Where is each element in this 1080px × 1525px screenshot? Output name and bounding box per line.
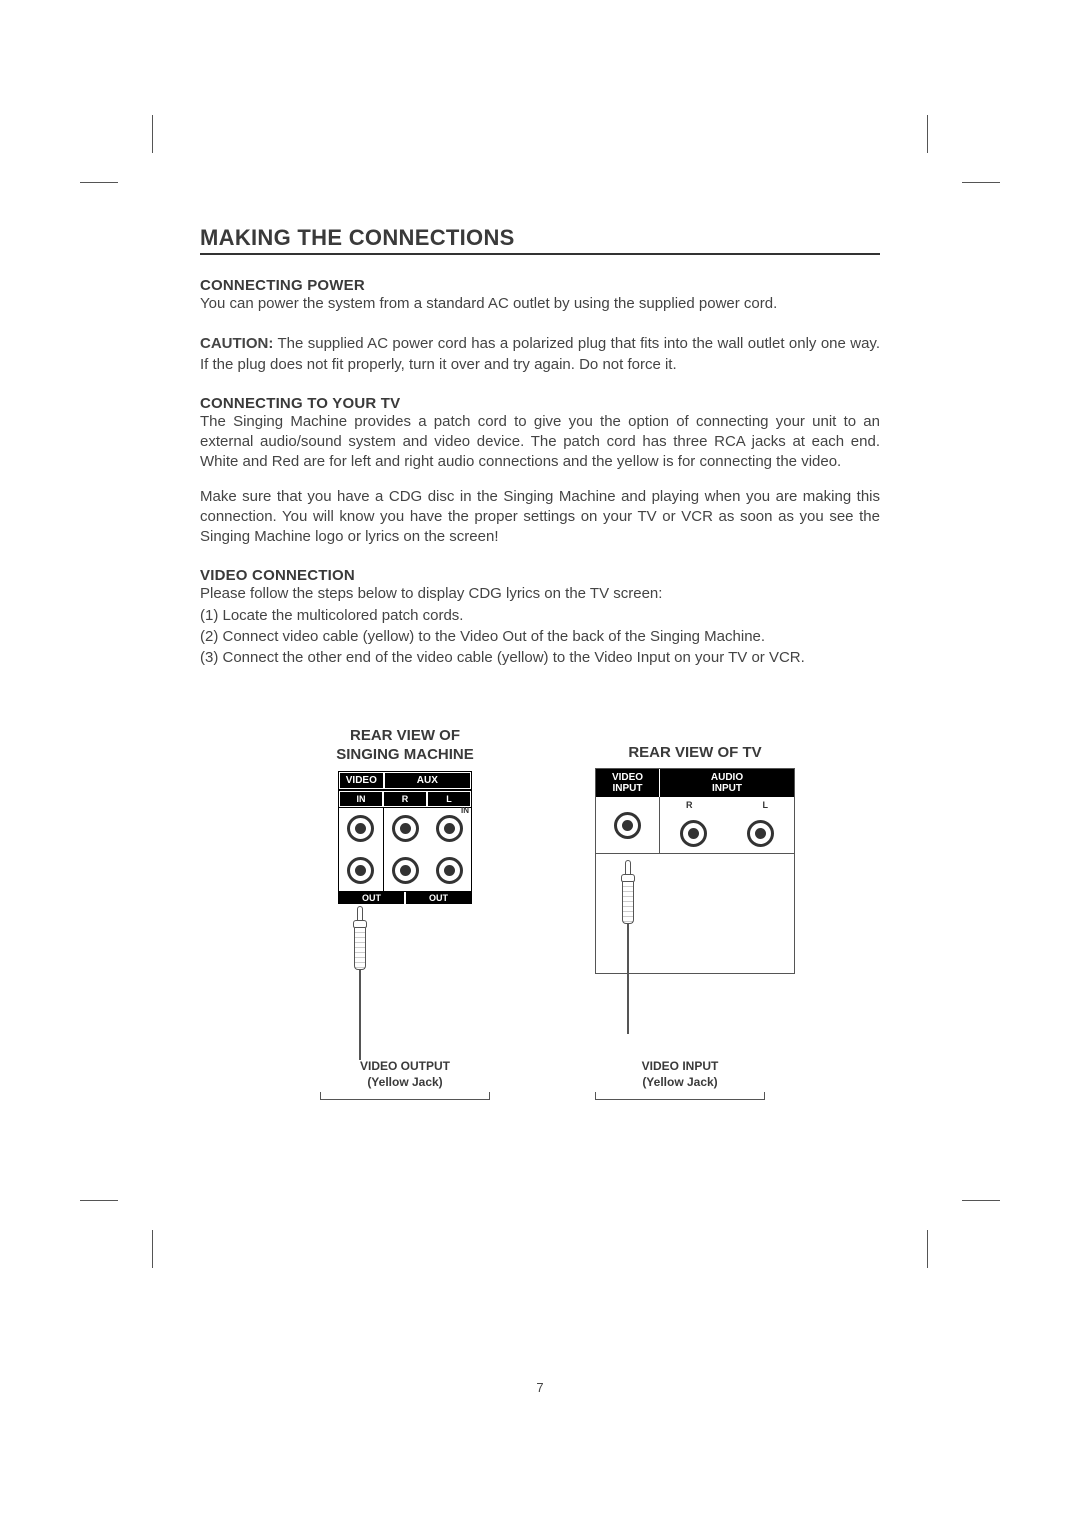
rca-plug-icon xyxy=(352,906,368,1060)
sm-caption-group: VIDEO OUTPUT (Yellow Jack) xyxy=(320,1058,490,1100)
sm-aux-label: AUX xyxy=(384,772,471,789)
sm-panel: VIDEO AUX IN R L IN xyxy=(338,771,472,904)
sm-caption: VIDEO OUTPUT (Yellow Jack) xyxy=(320,1058,490,1090)
crop-mark xyxy=(152,1230,153,1268)
sm-out-r: OUT xyxy=(406,892,471,904)
tv-caption: VIDEO INPUT (Yellow Jack) xyxy=(595,1058,765,1090)
sm-header-row: VIDEO AUX xyxy=(338,771,472,790)
sm-sub-row: IN R L xyxy=(338,790,472,808)
crop-mark xyxy=(962,1200,1000,1201)
connecting-tv-block: CONNECTING TO YOUR TV The Singing Machin… xyxy=(200,395,880,548)
tv-panel: VIDEO INPUT AUDIO INPUT R L xyxy=(595,768,795,974)
rca-jack-icon xyxy=(747,820,774,847)
content-column: MAKING THE CONNECTIONS CONNECTING POWER … xyxy=(200,225,880,1146)
page-number: 7 xyxy=(200,1380,880,1395)
sm-out-bar: OUT OUT xyxy=(338,892,472,904)
section-title: MAKING THE CONNECTIONS xyxy=(200,225,880,255)
video-connection-intro: Please follow the steps below to display… xyxy=(200,584,880,604)
sm-in-small: IN xyxy=(461,806,469,815)
video-connection-heading: VIDEO CONNECTION xyxy=(200,567,880,584)
sm-title: REAR VIEW OF SINGING MACHINE xyxy=(260,726,550,765)
caution-block: CAUTION: The supplied AC power cord has … xyxy=(200,334,880,375)
crop-mark xyxy=(80,1200,118,1201)
caution-body: The supplied AC power cord has a polariz… xyxy=(200,335,880,372)
tv-jacks: R L xyxy=(596,797,794,853)
sm-out-l: OUT xyxy=(339,892,406,904)
caution-label: CAUTION: xyxy=(200,335,273,352)
step-3: (3) Connect the other end of the video c… xyxy=(200,647,880,668)
rca-jack-icon xyxy=(614,812,641,839)
crop-mark xyxy=(927,115,928,153)
rca-plug-icon xyxy=(620,860,636,1034)
tv-r-label: R xyxy=(686,800,693,810)
crop-mark xyxy=(80,182,118,183)
video-connection-block: VIDEO CONNECTION Please follow the steps… xyxy=(200,567,880,667)
sm-r-label: R xyxy=(383,791,427,807)
tv-caption-group: VIDEO INPUT (Yellow Jack) xyxy=(595,1058,765,1100)
tv-video-input-label: VIDEO INPUT xyxy=(596,769,660,797)
crop-mark xyxy=(962,182,1000,183)
connecting-power-body: You can power the system from a standard… xyxy=(200,294,880,314)
rca-jack-icon xyxy=(347,815,374,842)
sm-jack-row-top: IN xyxy=(338,808,472,850)
rca-jack-icon xyxy=(392,857,419,884)
rca-jack-icon xyxy=(680,820,707,847)
connecting-power-heading: CONNECTING POWER xyxy=(200,277,880,294)
tv-head: VIDEO INPUT AUDIO INPUT xyxy=(596,769,794,797)
rca-jack-icon xyxy=(392,815,419,842)
connecting-tv-body1: The Singing Machine provides a patch cor… xyxy=(200,412,880,473)
step-1: (1) Locate the multicolored patch cords. xyxy=(200,605,880,626)
caution-text: CAUTION: The supplied AC power cord has … xyxy=(200,334,880,375)
manual-page: MAKING THE CONNECTIONS CONNECTING POWER … xyxy=(0,0,1080,1525)
connecting-tv-body2: Make sure that you have a CDG disc in th… xyxy=(200,487,880,548)
singing-machine-diagram: REAR VIEW OF SINGING MACHINE VIDEO AUX I… xyxy=(260,726,550,904)
sm-in-label: IN xyxy=(339,791,383,807)
tv-title: REAR VIEW OF TV xyxy=(550,743,840,763)
sm-video-label: VIDEO xyxy=(339,772,384,789)
rca-jack-icon xyxy=(436,857,463,884)
rca-jack-icon xyxy=(347,857,374,884)
rca-jack-icon xyxy=(436,815,463,842)
crop-mark xyxy=(927,1230,928,1268)
diagrams-area: REAR VIEW OF SINGING MACHINE VIDEO AUX I… xyxy=(200,726,880,1146)
crop-mark xyxy=(152,115,153,153)
connecting-power-block: CONNECTING POWER You can power the syste… xyxy=(200,277,880,314)
connecting-tv-heading: CONNECTING TO YOUR TV xyxy=(200,395,880,412)
bracket-icon xyxy=(320,1092,490,1100)
tv-audio-input-label: AUDIO INPUT xyxy=(660,769,794,797)
step-2: (2) Connect video cable (yellow) to the … xyxy=(200,626,880,647)
tv-body xyxy=(596,853,794,973)
sm-jack-row-bottom xyxy=(338,850,472,892)
bracket-icon xyxy=(595,1092,765,1100)
sm-l-label: L xyxy=(427,791,471,807)
tv-l-label: L xyxy=(763,800,769,810)
tv-diagram: REAR VIEW OF TV VIDEO INPUT AUDIO INPUT … xyxy=(550,743,840,975)
